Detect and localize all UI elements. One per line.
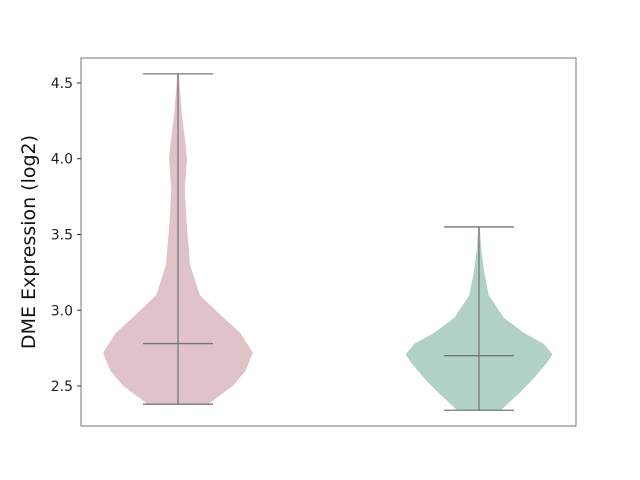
y-tick-label: 4.5 [51, 76, 73, 92]
y-tick-label: 3.0 [51, 303, 73, 319]
y-tick-label: 2.5 [51, 379, 73, 395]
y-tick-label: 4.0 [51, 152, 73, 168]
y-axis-label: DME Expression (log2) [18, 135, 40, 349]
plot-frame [80, 57, 577, 427]
y-axis: 2.5 3.0 3.5 4.0 4.5 [51, 76, 81, 395]
y-tick-label: 3.5 [51, 228, 73, 244]
violins [103, 73, 553, 411]
